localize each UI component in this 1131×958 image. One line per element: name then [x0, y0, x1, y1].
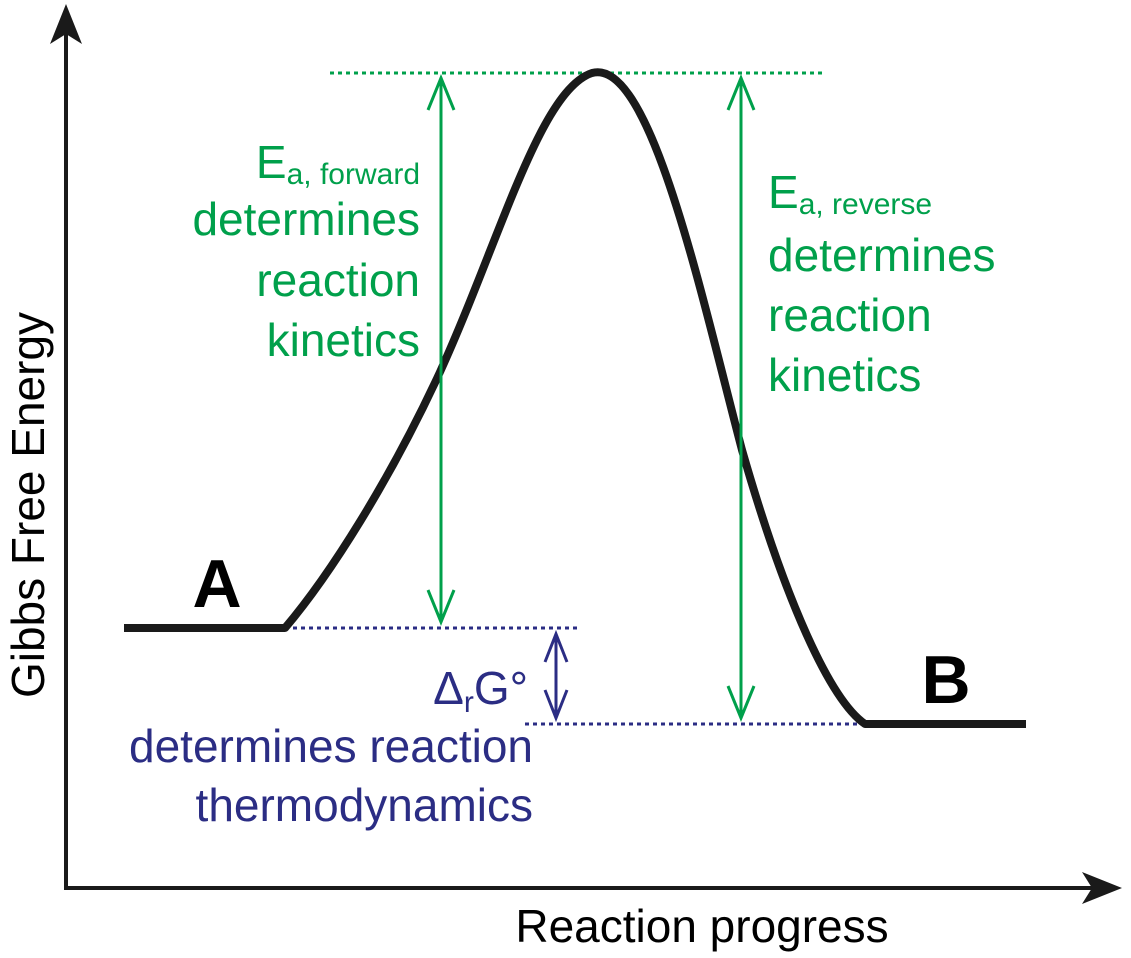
forward-barrier-line-3: kinetics	[267, 314, 420, 366]
product-label: B	[921, 642, 970, 718]
energy-curve	[124, 68, 1026, 728]
y-axis-arrowhead	[50, 4, 82, 44]
y-axis	[50, 4, 82, 888]
forward-barrier-annotation: Ea, forward determines reaction kinetics	[192, 136, 420, 366]
x-axis-arrowhead	[1082, 872, 1122, 904]
x-axis-label: Reaction progress	[515, 900, 888, 952]
forward-barrier-arrow	[426, 74, 456, 626]
reverse-barrier-line-2: reaction	[768, 289, 932, 341]
reverse-barrier-subscript: a, reverse	[799, 188, 932, 221]
delta-g-rest: G°	[474, 662, 528, 714]
reverse-barrier-symbol: Ea, reverse	[768, 166, 932, 221]
delta-g-annotation: ΔrG° determines reaction thermodynamics	[129, 662, 533, 831]
reverse-barrier-line-1: determines	[768, 229, 996, 281]
reactant-label: A	[192, 546, 241, 622]
forward-barrier-symbol: Ea, forward	[256, 136, 420, 191]
reverse-barrier-arrow	[726, 74, 756, 722]
delta-g-delta: Δ	[433, 662, 464, 714]
delta-g-line-2: thermodynamics	[196, 779, 533, 831]
forward-barrier-line-2: reaction	[256, 254, 420, 306]
forward-barrier-line-1: determines	[192, 193, 420, 245]
delta-g-subscript: r	[464, 686, 474, 719]
reverse-barrier-annotation: Ea, reverse determines reaction kinetics	[768, 166, 996, 401]
x-axis	[64, 872, 1122, 904]
delta-g-line-1: determines reaction	[129, 720, 533, 772]
y-axis-label: Gibbs Free Energy	[2, 312, 54, 698]
delta-g-symbol: ΔrG°	[433, 662, 528, 719]
reverse-barrier-line-3: kinetics	[768, 349, 921, 401]
forward-barrier-e: E	[256, 136, 287, 188]
delta-g-arrow	[543, 629, 569, 723]
reverse-barrier-e: E	[768, 166, 799, 218]
forward-barrier-subscript: a, forward	[287, 158, 420, 191]
